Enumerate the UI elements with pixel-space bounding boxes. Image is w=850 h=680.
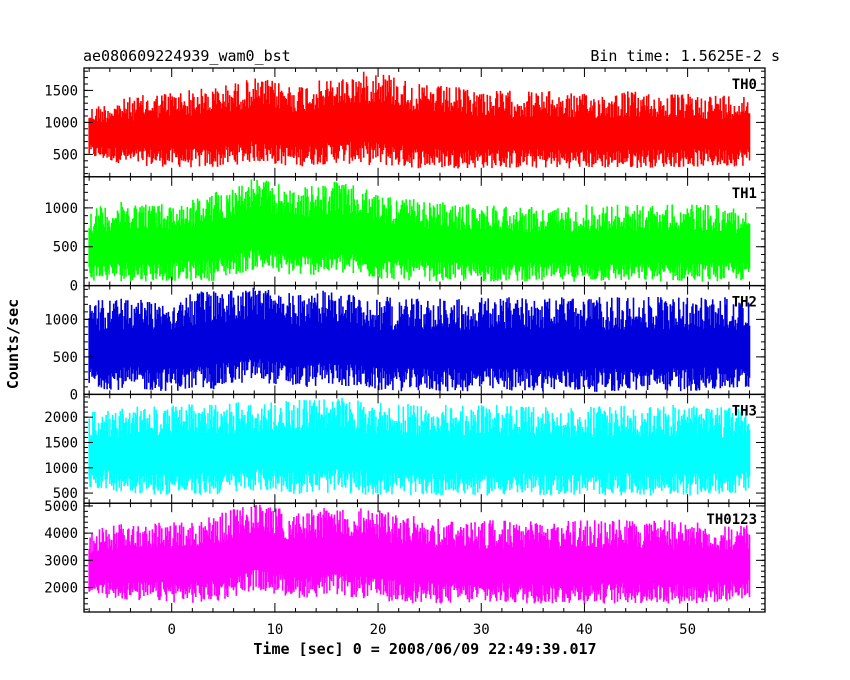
y-tick-label: 5000 — [44, 499, 78, 515]
y-tick-label: 500 — [53, 147, 78, 163]
series-label-th3: TH3 — [732, 403, 757, 419]
y-tick-label: 3000 — [44, 553, 78, 569]
y-tick-label: 1000 — [44, 201, 78, 217]
panel-frame — [83, 502, 766, 613]
x-tick-label: 50 — [679, 622, 696, 638]
y-tick-label: 500 — [53, 350, 78, 366]
series-label-th0: TH0 — [732, 77, 757, 93]
y-tick-label: 1500 — [44, 83, 78, 99]
x-axis: 0 10 20 30 40 50 — [167, 622, 696, 638]
panel-th3: 500 1000 1500 2000 TH3 — [44, 393, 766, 504]
x-tick-label: 0 — [167, 622, 175, 638]
series-th1-curve — [88, 179, 751, 282]
series-label-th2: TH2 — [732, 295, 757, 311]
y-tick-label: 1000 — [44, 461, 78, 477]
y-tick-label: 0 — [70, 279, 78, 295]
y-tick-label: 4000 — [44, 526, 78, 542]
y-axis-label: Counts/sec — [4, 299, 22, 389]
x-tick-label: 30 — [473, 622, 490, 638]
panels-group: 500 1000 1500 TH0 0 500 1000 TH1 0 500 1000 TH2 500 1… — [44, 67, 766, 613]
y-tick-label: 500 — [53, 486, 78, 502]
series-th0-curve — [88, 71, 751, 169]
series-label-th1: TH1 — [732, 186, 757, 202]
bin-time-label: Bin time: 1.5625E-2 s — [590, 47, 780, 65]
y-tick-label: 1000 — [44, 312, 78, 328]
x-tick-label: 20 — [370, 622, 387, 638]
y-tick-label: 2000 — [44, 581, 78, 597]
series-th2-curve — [88, 287, 751, 392]
series-th0123-curve — [88, 504, 751, 604]
series-th3-curve — [88, 397, 751, 496]
y-tick-label: 500 — [53, 240, 78, 256]
y-tick-label: 1000 — [44, 115, 78, 131]
x-tick-label: 10 — [266, 622, 283, 638]
panel-th2: 0 500 1000 TH2 — [44, 284, 766, 403]
y-tick-label: 2000 — [44, 410, 78, 426]
x-tick-label: 40 — [576, 622, 593, 638]
panel-th0123: 2000 3000 4000 5000 TH0123 — [44, 499, 766, 613]
panel-th1: 0 500 1000 TH1 — [44, 176, 766, 295]
series-label-th0123: TH0123 — [706, 512, 757, 528]
y-tick-label: 0 — [70, 387, 78, 403]
panel-th0: 500 1000 1500 TH0 — [44, 67, 766, 178]
chart-title: ae080609224939_wam0_bst — [83, 47, 291, 65]
y-tick-label: 1500 — [44, 435, 78, 451]
x-axis-label: Time [sec] 0 = 2008/06/09 22:49:39.017 — [253, 640, 596, 658]
